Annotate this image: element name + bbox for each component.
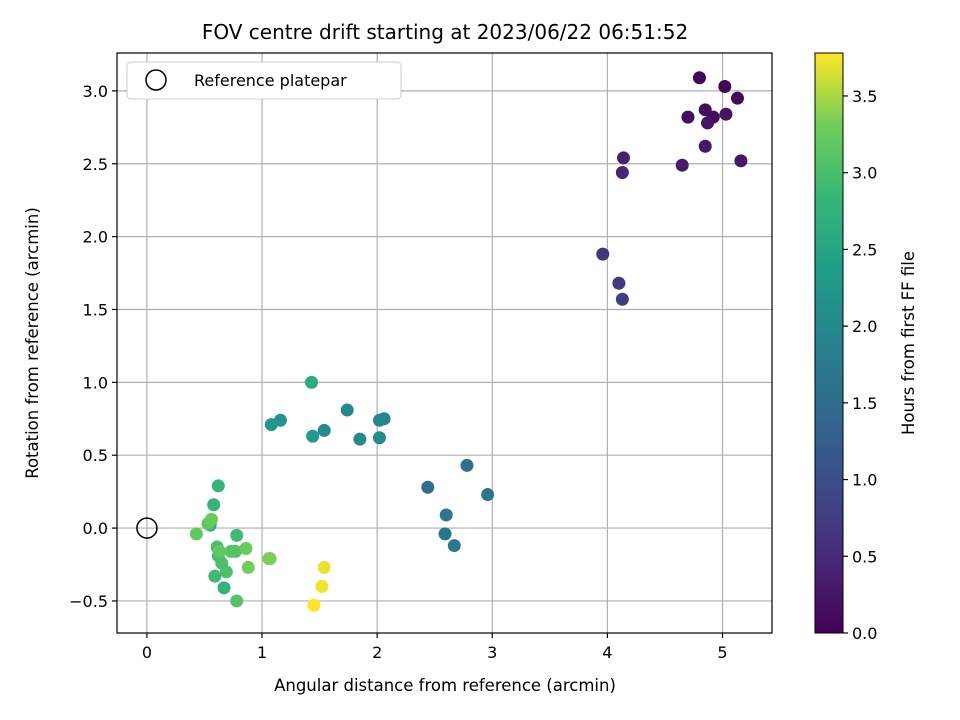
y-axis-ticks: −0.5 0.0 0.5 1.0 1.5 2.0 2.5 3.0 [69,82,117,611]
data-point [421,480,435,494]
data-point [460,458,474,472]
data-point [612,276,626,290]
x-tick-label: 2 [372,643,382,662]
y-tick-label: 0.5 [83,446,108,465]
data-point [438,527,452,541]
grid-lines [117,53,772,633]
x-tick-label: 3 [487,643,497,662]
data-point [241,560,255,574]
y-axis-label: Rotation from reference (arcmin) [23,207,42,479]
data-point [718,80,732,94]
colorbar-tick-label: 1.5 [852,394,877,413]
colorbar-tick-label: 1.0 [852,471,877,490]
data-point [698,139,712,153]
data-point [212,544,226,558]
data-point [264,418,278,432]
data-point [208,569,222,583]
legend-label: Reference platepar [194,71,347,90]
y-tick-label: 1.5 [83,300,108,319]
reference-point [136,517,158,539]
data-point [439,508,453,522]
y-tick-label: 3.0 [83,82,108,101]
x-axis-ticks: 0 1 2 3 4 5 [142,633,728,662]
legend: Reference platepar [126,61,402,100]
data-point [617,151,631,165]
colorbar-tick-label: 0.0 [852,624,877,643]
x-tick-label: 1 [257,643,267,662]
colorbar: 0.0 0.5 1.0 1.5 2.0 2.5 3.0 3.5 Hours from firs… [814,52,918,643]
data-point [305,375,319,389]
x-tick-label: 5 [717,643,727,662]
data-point [692,71,706,85]
data-point [615,292,629,306]
colorbar-gradient [814,52,844,634]
x-tick-label: 4 [602,643,612,662]
data-point [317,423,331,437]
colorbar-ticks: 0.0 0.5 1.0 1.5 2.0 2.5 3.0 3.5 [843,87,877,643]
data-point [596,247,610,261]
data-point [230,528,244,542]
data-point [219,565,233,579]
data-point [230,594,244,608]
data-points [189,71,748,612]
data-point [189,527,203,541]
data-point [207,498,221,512]
data-point [734,154,748,168]
data-point [239,541,253,555]
chart-title: FOV centre drift starting at 2023/06/22 … [202,20,688,44]
data-point [263,552,277,566]
data-point [447,539,461,553]
data-point [317,560,331,574]
data-point [229,544,243,558]
legend-box [126,61,402,100]
plot-frame [116,52,773,634]
data-point [675,158,689,172]
data-point [306,429,320,443]
legend-marker-icon [145,69,167,91]
data-point [353,432,367,446]
colorbar-tick-label: 2.5 [852,240,877,259]
data-point [372,413,386,427]
colorbar-tick-label: 3.0 [852,164,877,183]
y-tick-label: 0.0 [83,519,108,538]
y-tick-label: 1.0 [83,373,108,392]
data-point [719,107,733,121]
y-tick-label: 2.0 [83,228,108,247]
colorbar-tick-label: 0.5 [852,547,877,566]
colorbar-label: Hours from first FF file [899,251,918,435]
data-point [217,581,231,595]
data-point [211,479,225,493]
y-tick-label: 2.5 [83,155,108,174]
x-axis-label: Angular distance from reference (arcmin) [274,676,616,695]
data-point [315,579,329,593]
data-point [372,431,386,445]
colorbar-tick-label: 3.5 [852,87,877,106]
data-point [701,116,715,130]
data-point [481,488,495,502]
data-point [730,91,744,105]
colorbar-tick-label: 2.0 [852,317,877,336]
data-point [340,403,354,417]
x-tick-label: 0 [142,643,152,662]
data-point [307,598,321,612]
data-point [615,165,629,179]
data-point [681,110,695,124]
y-tick-label: −0.5 [69,592,108,611]
data-point [204,512,218,526]
